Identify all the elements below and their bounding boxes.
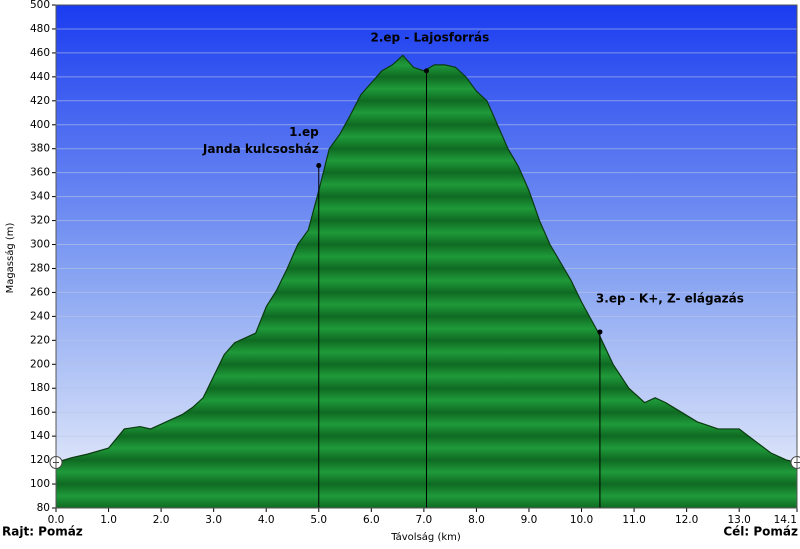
- waypoint-label: Janda kulcsosház: [202, 142, 319, 156]
- y-axis-title: Magasság (m): [4, 222, 16, 293]
- y-tick-label: 160: [30, 406, 50, 418]
- waypoint: [424, 68, 429, 74]
- x-tick-label: 11.0: [622, 514, 645, 526]
- x-tick-label: 14.1: [774, 514, 797, 526]
- x-tick-label: 6.0: [363, 514, 380, 526]
- y-tick-label: 120: [30, 454, 50, 466]
- waypoint-label: 1.ep: [289, 125, 319, 139]
- x-axis-title: Távolság (km): [390, 531, 461, 543]
- y-tick-label: 320: [30, 215, 50, 227]
- end-label: Cél: Pomáz: [723, 525, 798, 539]
- y-tick-label: 420: [30, 95, 50, 107]
- x-tick-label: 4.0: [258, 514, 275, 526]
- y-tick-label: 140: [30, 430, 50, 442]
- x-tick-label: 1.0: [100, 514, 117, 526]
- y-tick-label: 480: [30, 23, 50, 35]
- y-tick-label: 460: [30, 47, 50, 59]
- x-tick-label: 10.0: [570, 514, 593, 526]
- waypoint-label: 2.ep - Lajosforrás: [371, 30, 490, 44]
- y-tick-label: 500: [30, 0, 50, 11]
- y-tick-label: 220: [30, 334, 50, 346]
- elevation-line: [55, 54, 798, 464]
- y-tick-label: 380: [30, 143, 50, 155]
- x-tick-label: 5.0: [310, 514, 327, 526]
- x-tick-label: 7.0: [416, 514, 433, 526]
- y-tick-label: 80: [37, 502, 50, 514]
- y-tick-label: 280: [30, 262, 50, 274]
- x-tick-label: 8.0: [468, 514, 485, 526]
- x-tick-label: 3.0: [205, 514, 222, 526]
- y-tick-label: 440: [30, 71, 50, 83]
- waypoint-label: 3.ep - K+, Z- elágazás: [596, 291, 744, 305]
- x-tick-label: 13.0: [727, 514, 750, 526]
- y-tick-label: 400: [30, 119, 50, 131]
- plot-frame: [55, 4, 798, 509]
- y-tick-label: 340: [30, 191, 50, 203]
- x-tick-label: 2.0: [153, 514, 170, 526]
- x-tick-label: 0.0: [48, 514, 65, 526]
- x-tick-label: 12.0: [675, 514, 698, 526]
- x-tick-label: 9.0: [521, 514, 538, 526]
- waypoint: [316, 162, 322, 168]
- y-tick-label: 240: [30, 310, 50, 322]
- waypoint: [597, 329, 603, 335]
- y-tick-label: 300: [30, 239, 50, 251]
- y-tick-label: 360: [30, 167, 50, 179]
- y-tick-label: 260: [30, 286, 50, 298]
- y-tick-label: 180: [30, 382, 50, 394]
- start-label: Rajt: Pomáz: [2, 525, 83, 539]
- y-tick-label: 100: [30, 478, 50, 490]
- y-tick-label: 200: [30, 358, 50, 370]
